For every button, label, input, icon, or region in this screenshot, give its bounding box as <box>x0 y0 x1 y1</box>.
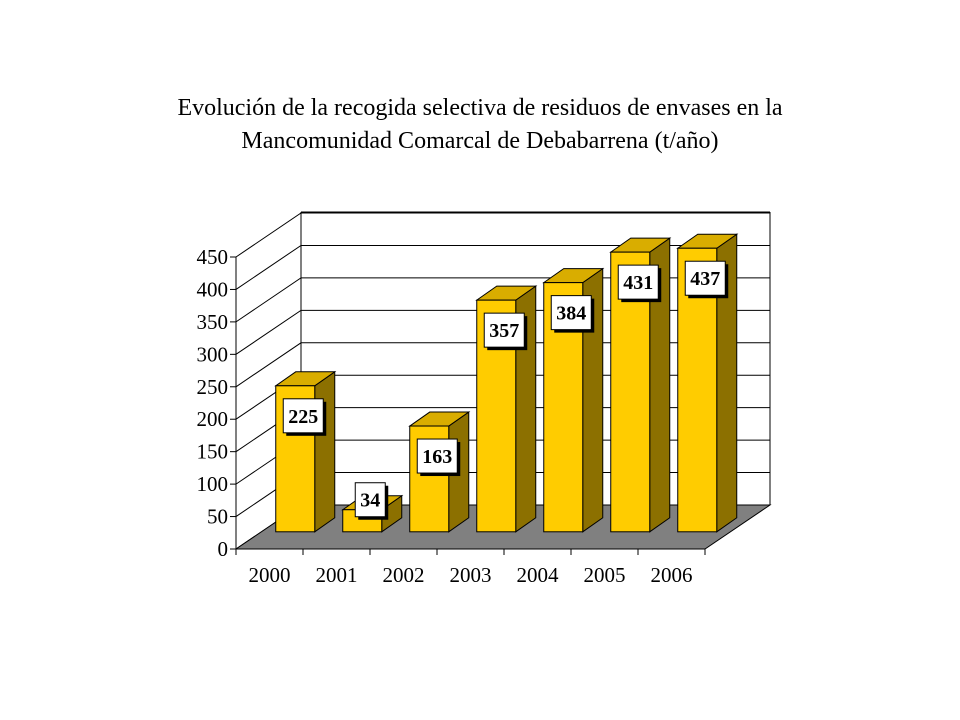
chart-title-line-1: Evolución de la recogida selectiva de re… <box>177 95 783 121</box>
y-tick-label: 100 <box>197 472 229 496</box>
data-label: 437 <box>690 268 720 290</box>
data-label-box <box>684 260 726 296</box>
x-tick-label: 2001 <box>316 563 358 587</box>
y-tick-label: 250 <box>197 375 229 399</box>
data-label-2005: 431 <box>617 264 662 303</box>
y-tick-label: 0 <box>218 537 229 561</box>
x-tick-label: 2006 <box>651 563 693 587</box>
y-tick-label: 50 <box>207 505 228 529</box>
data-label-2006: 437 <box>684 260 729 299</box>
data-label-2001: 34 <box>354 482 389 520</box>
data-label-box <box>483 312 525 348</box>
data-label: 163 <box>422 446 452 468</box>
x-tick-label: 2002 <box>383 563 425 587</box>
x-axis: 2000 2001 2002 2003 2004 2005 2006 <box>235 548 706 587</box>
data-label: 357 <box>489 320 519 342</box>
data-label-2004: 384 <box>550 295 595 333</box>
y-tick-label: 350 <box>197 310 229 334</box>
data-label-2002: 163 <box>416 438 461 477</box>
y-axis: 0 50 100 150 200 250 300 350 400 450 <box>197 245 236 561</box>
y-tick-label: 150 <box>197 440 229 464</box>
chart-title-line-2: Mancomunidad Comarcal de Debabarrena (t/… <box>241 128 719 154</box>
gridline <box>235 212 770 258</box>
x-tick-label: 2005 <box>584 563 626 587</box>
data-label-box <box>282 398 324 434</box>
data-label-2003: 357 <box>483 312 528 351</box>
data-label-box <box>617 264 659 300</box>
data-label: 431 <box>623 272 653 294</box>
x-tick-label: 2003 <box>450 563 492 587</box>
gridline <box>235 244 770 290</box>
data-label-box <box>550 295 592 331</box>
data-label-2000: 225 <box>282 398 327 436</box>
data-label: 384 <box>556 303 586 325</box>
x-tick-label: 2004 <box>517 563 560 587</box>
data-label: 34 <box>360 490 380 512</box>
data-label-box <box>416 438 458 474</box>
data-label-box <box>354 482 386 518</box>
y-tick-label: 450 <box>197 245 229 269</box>
chart-data-labels: 225 34 163 357 384 431 437 <box>282 260 729 520</box>
bar-side <box>314 370 336 533</box>
y-tick-label: 400 <box>197 277 229 301</box>
y-tick-label: 200 <box>197 407 229 431</box>
data-label: 225 <box>288 406 318 428</box>
chart-title: Evolución de la recogida selectiva de re… <box>0 92 960 158</box>
chart-bars <box>274 233 739 533</box>
x-tick-label: 2000 <box>249 563 291 587</box>
y-tick-label: 300 <box>197 342 229 366</box>
bar-2000 <box>274 370 337 533</box>
